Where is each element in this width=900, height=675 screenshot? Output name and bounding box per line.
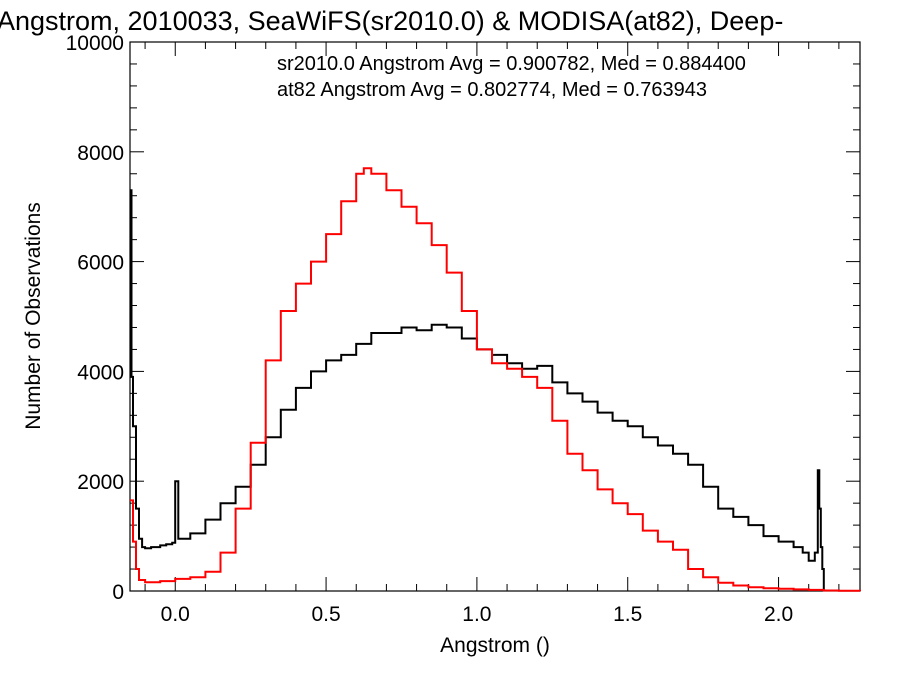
y-axis: 0 2000 4000 6000 8000 10000 bbox=[66, 32, 860, 604]
y-tick-label: 4000 bbox=[77, 361, 124, 384]
chart-title: Angstrom, 2010033, SeaWiFS(sr2010.0) & M… bbox=[0, 6, 783, 36]
y-axis-label: Number of Observations bbox=[22, 202, 45, 430]
y-tick-label: 2000 bbox=[77, 471, 124, 494]
at82-stats-annotation: at82 Angstrom Avg = 0.802774, Med = 0.76… bbox=[277, 79, 707, 101]
x-tick-label: 1.0 bbox=[462, 603, 491, 626]
sr2010-stats-annotation: sr2010.0 Angstrom Avg = 0.900782, Med = … bbox=[277, 53, 746, 75]
x-tick-label: 0.5 bbox=[311, 603, 340, 626]
at82-histogram-line bbox=[130, 167, 861, 592]
x-tick-label: 2.0 bbox=[764, 603, 793, 626]
y-tick-label: 0 bbox=[112, 581, 124, 604]
x-tick-label: 0.0 bbox=[161, 603, 190, 626]
plot-frame bbox=[129, 41, 861, 592]
x-axis: 0.0 0.5 1.0 1.5 2.0 bbox=[144, 42, 840, 626]
sr2010-histogram-line bbox=[130, 189, 825, 591]
y-tick-label: 6000 bbox=[77, 252, 124, 275]
y-tick-label: 8000 bbox=[77, 142, 124, 165]
x-tick-label: 1.5 bbox=[613, 603, 642, 626]
y-tick-label: 10000 bbox=[66, 32, 124, 55]
x-axis-label: Angstrom () bbox=[440, 634, 550, 657]
